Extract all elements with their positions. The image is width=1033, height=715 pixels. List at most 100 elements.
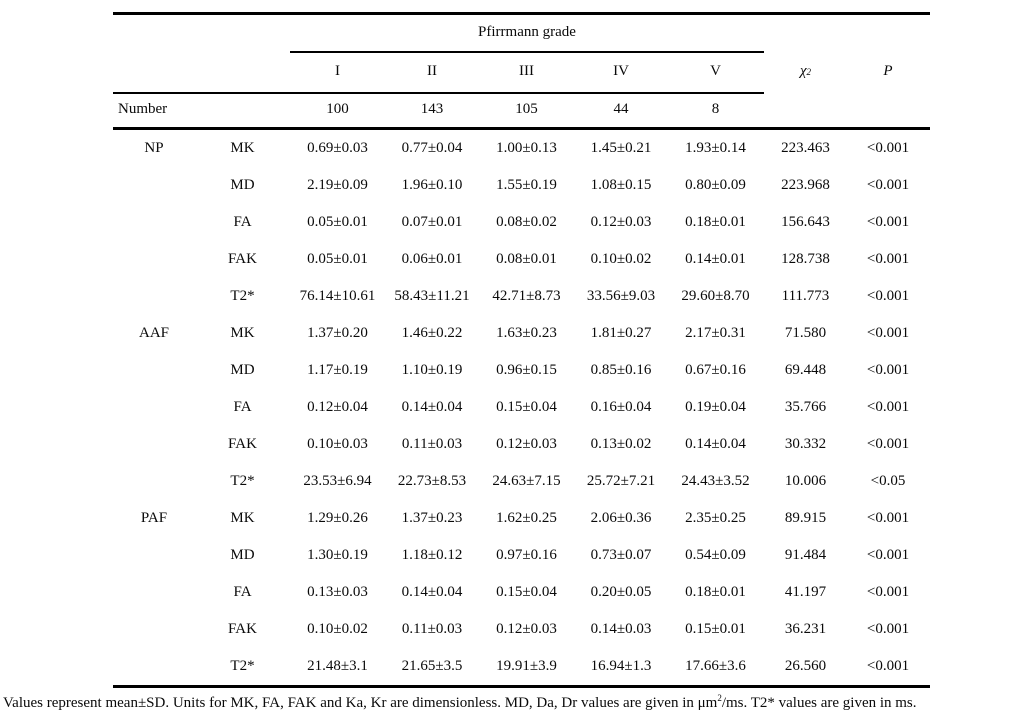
value-cell: 0.13±0.02 [590,436,652,452]
group-label [113,352,195,389]
value-cell: 0.80±0.09 [685,177,746,193]
number-value: 143 [420,101,444,117]
pfirrmann-grade-header: Pfirrmann grade [478,24,576,40]
p-value: <0.001 [866,399,910,415]
chi-square-value: 111.773 [781,288,830,304]
value-cell: 1.18±0.12 [401,547,463,563]
value-cell: 1.62±0.25 [496,510,557,526]
footnote-superscript: 2 [717,693,722,703]
value-cell: 2.19±0.09 [307,177,368,193]
value-cell: 33.56±9.03 [586,288,656,304]
param-label: FA [233,584,252,600]
p-value: <0.001 [866,140,910,156]
group-label [113,241,195,278]
value-cell: 1.63±0.23 [496,325,557,341]
group-label [113,278,195,315]
table-row: T2* 23.53±6.94 22.73±8.53 24.63±7.15 25.… [113,463,930,500]
group-label [113,167,195,204]
value-cell: 1.45±0.21 [590,140,652,156]
value-cell: 0.16±0.04 [590,399,652,415]
param-label: MD [230,547,255,563]
value-cell: 0.73±0.07 [590,547,652,563]
group-label [113,574,195,611]
value-cell: 42.71±8.73 [492,288,561,304]
value-cell: 0.10±0.02 [307,621,368,637]
value-cell: 0.85±0.16 [590,362,652,378]
table-row: FA 0.12±0.04 0.14±0.04 0.15±0.04 0.16±0.… [113,389,930,426]
value-cell: 58.43±11.21 [394,288,470,304]
table-footnote: Values represent mean±SD. Units for MK, … [3,694,1031,712]
param-label: MK [230,510,255,526]
table-row: FAK 0.10±0.02 0.11±0.03 0.12±0.03 0.14±0… [113,611,930,648]
value-cell: 1.29±0.26 [307,510,368,526]
value-cell: 1.30±0.19 [307,547,368,563]
value-cell: 24.63±7.15 [492,473,561,489]
group-label: PAF [140,510,168,526]
param-label: FAK [228,251,257,267]
value-cell: 0.12±0.03 [590,214,652,230]
table-body: NP MK 0.69±0.03 0.77±0.04 1.00±0.13 1.45… [113,130,930,685]
value-cell: 1.46±0.22 [401,325,463,341]
group-label [113,426,195,463]
param-label: FA [233,214,252,230]
chi-symbol: χ [799,63,807,79]
p-value: <0.001 [866,325,910,341]
p-value: <0.001 [866,177,910,193]
p-value: <0.001 [866,621,910,637]
number-value: 100 [326,101,349,117]
group-label [113,463,195,500]
group-label [113,204,195,241]
value-cell: 24.43±3.52 [681,473,750,489]
value-cell: 1.37±0.20 [307,325,368,341]
param-label: T2* [230,473,255,489]
table-row: FA 0.05±0.01 0.07±0.01 0.08±0.02 0.12±0.… [113,204,930,241]
param-label: FAK [228,621,257,637]
value-cell: 0.96±0.15 [496,362,557,378]
value-cell: 1.00±0.13 [496,140,557,156]
value-cell: 23.53±6.94 [303,473,372,489]
table-row: MD 1.30±0.19 1.18±0.12 0.97±0.16 0.73±0.… [113,537,930,574]
value-cell: 1.17±0.19 [307,362,368,378]
table-row: FAK 0.10±0.03 0.11±0.03 0.12±0.03 0.13±0… [113,426,930,463]
value-cell: 0.11±0.03 [401,621,463,637]
value-cell: 1.93±0.14 [685,140,746,156]
value-cell: 2.06±0.36 [590,510,652,526]
grade-col-header-V: V [710,63,721,79]
chi-square-value: 89.915 [784,510,827,526]
value-cell: 0.67±0.16 [685,362,746,378]
value-cell: 0.13±0.03 [307,584,368,600]
value-cell: 0.19±0.04 [685,399,746,415]
param-label: MD [230,177,255,193]
value-cell: 0.14±0.04 [685,436,746,452]
footnote-text-start: Values represent mean±SD. Units for MK, … [3,695,718,711]
group-label [113,648,195,685]
number-underline-rule [113,127,930,130]
value-cell: 76.14±10.61 [299,288,376,304]
value-cell: 0.77±0.04 [401,140,463,156]
value-cell: 25.72±7.21 [586,473,656,489]
value-cell: 22.73±8.53 [397,473,467,489]
value-cell: 29.60±8.70 [681,288,750,304]
value-cell: 0.97±0.16 [496,547,557,563]
p-value: <0.001 [866,547,910,563]
group-label [113,611,195,648]
chi-square-value: 35.766 [784,399,827,415]
value-cell: 0.54±0.09 [685,547,746,563]
value-cell: 19.91±3.9 [496,658,557,674]
group-label [113,537,195,574]
table-row: T2* 21.48±3.1 21.65±3.5 19.91±3.9 16.94±… [113,648,930,685]
group-label: AAF [138,325,169,341]
value-cell: 0.15±0.04 [496,399,557,415]
p-value: <0.001 [866,288,910,304]
chi-square-value: 223.968 [781,177,830,193]
p-value: <0.001 [866,214,910,230]
value-cell: 1.08±0.15 [590,177,652,193]
param-label: MK [230,140,255,156]
value-cell: 2.35±0.25 [685,510,746,526]
group-label: NP [144,140,164,156]
table-row: NP MK 0.69±0.03 0.77±0.04 1.00±0.13 1.45… [113,130,930,167]
value-cell: 0.69±0.03 [307,140,368,156]
chi-square-value: 10.006 [784,473,827,489]
